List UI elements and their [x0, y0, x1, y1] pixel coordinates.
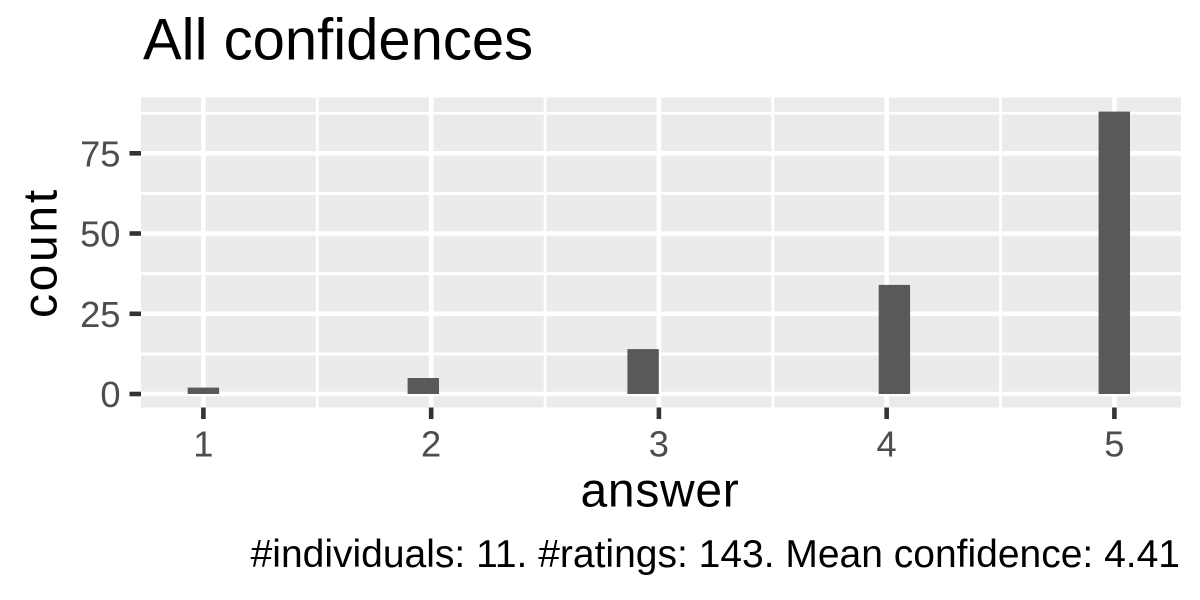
- svg-text:0: 0: [100, 374, 120, 415]
- svg-text:25: 25: [80, 294, 120, 335]
- svg-text:answer: answer: [581, 465, 740, 518]
- svg-text:1: 1: [193, 423, 213, 464]
- svg-text:50: 50: [80, 214, 120, 255]
- svg-text:count: count: [15, 187, 68, 318]
- svg-text:All confidences: All confidences: [143, 7, 533, 72]
- svg-text:3: 3: [649, 423, 669, 464]
- svg-text:5: 5: [1104, 423, 1124, 464]
- svg-text:4: 4: [877, 423, 897, 464]
- svg-text:#individuals: 11. #ratings: 14: #individuals: 11. #ratings: 143. Mean co…: [251, 533, 1180, 576]
- svg-text:75: 75: [80, 133, 120, 174]
- svg-text:2: 2: [421, 423, 441, 464]
